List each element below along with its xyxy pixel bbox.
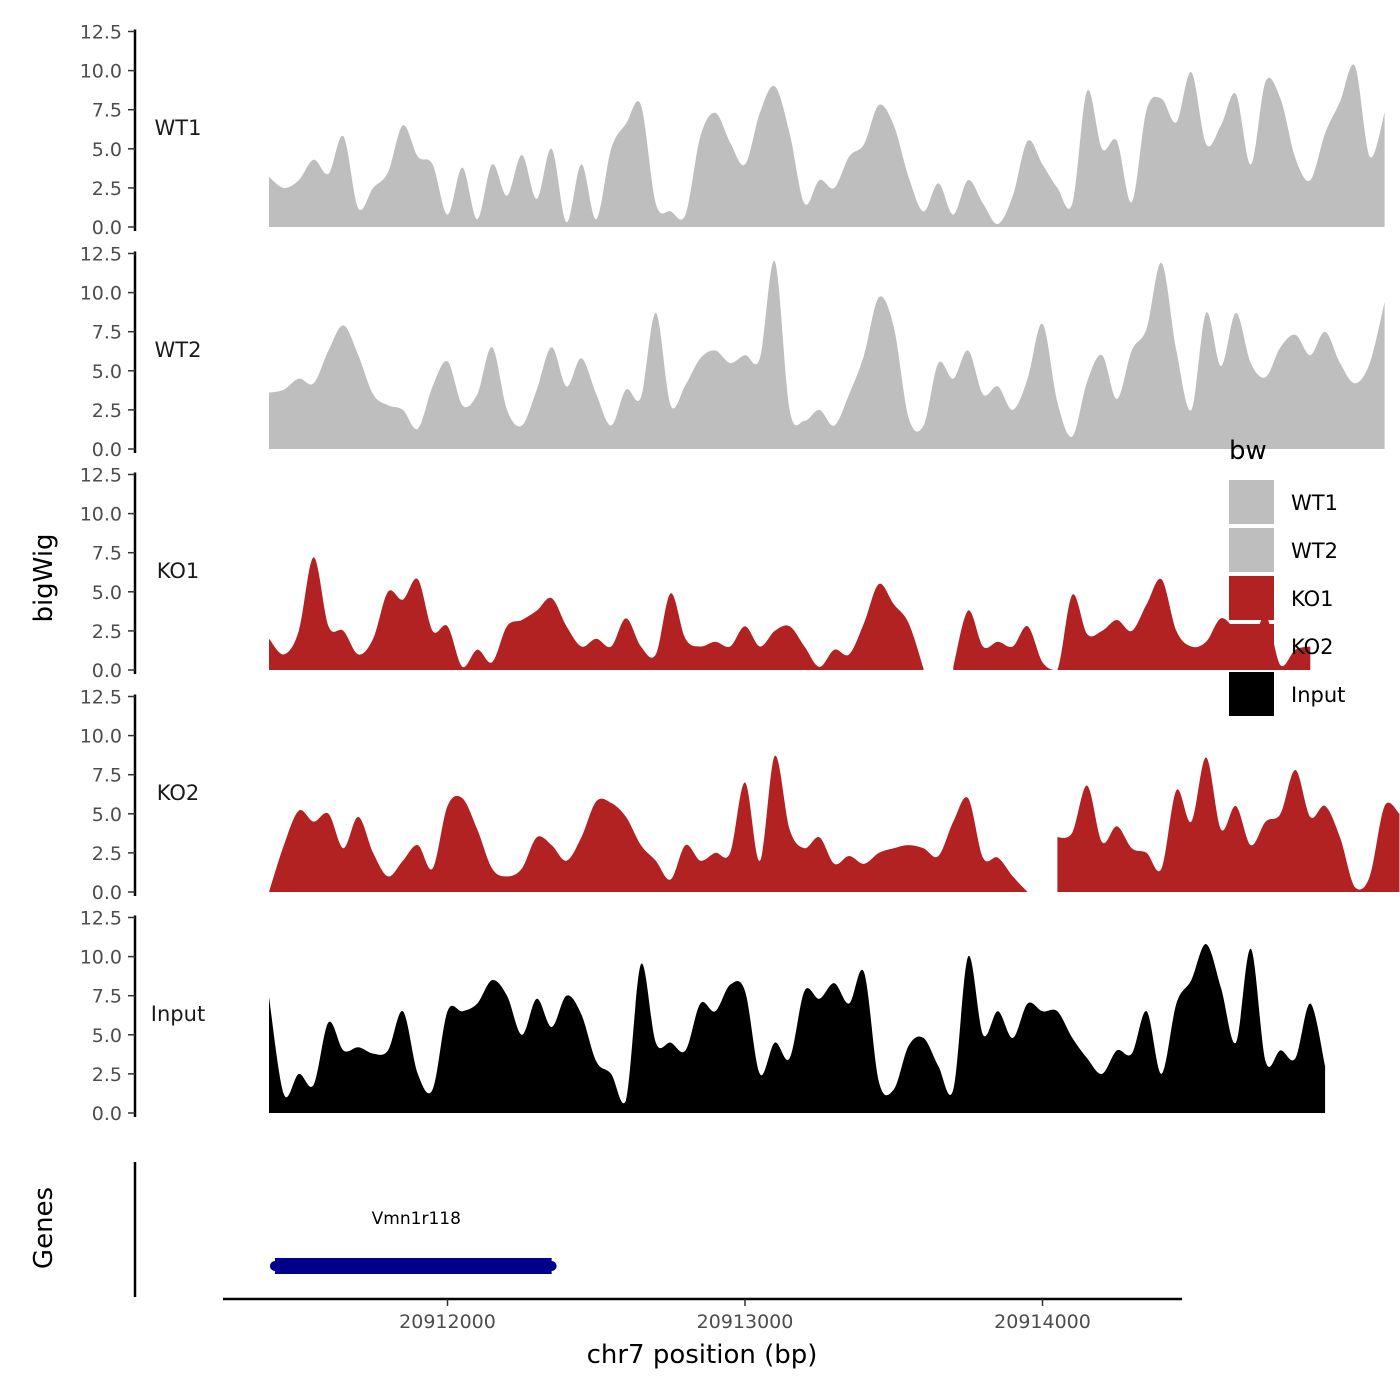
track-wt1-ytick-label: 5.0 (92, 139, 122, 161)
track-wt2-ytick-label: 5.0 (92, 361, 122, 383)
track-wt1-ytick-label: 0.0 (92, 217, 122, 239)
legend-title: bw (1229, 436, 1267, 466)
track-wt1-ytick-label: 12.5 (80, 22, 122, 44)
legend-label-wt2: WT2 (1291, 539, 1338, 563)
track-ko2-area (269, 755, 1028, 892)
track-ko2-label: KO2 (157, 781, 200, 805)
track-ko2-ytick-label: 10.0 (80, 726, 122, 748)
track-input: 0.0 2.5 5.0 7.5 10.0 12.5 Input (80, 908, 1326, 1125)
track-ko2-ytick-label: 12.5 (80, 687, 122, 709)
track-ko1-area (269, 557, 924, 670)
track-wt2-area (269, 260, 1385, 449)
x-tick-label: 20914000 (994, 1311, 1091, 1333)
track-ko1: 0.0 2.5 5.0 7.5 10.0 12.5 KO1 (80, 465, 1311, 682)
legend-swatch-ko1 (1229, 576, 1274, 620)
legend-label-ko2: KO2 (1291, 635, 1334, 659)
track-wt2-ytick-label: 7.5 (92, 322, 122, 344)
track-ko1-label: KO1 (157, 559, 200, 583)
legend-label-wt1: WT1 (1291, 491, 1338, 515)
track-ko1-ytick-label: 10.0 (80, 504, 122, 526)
track-wt2-label: WT2 (155, 338, 202, 362)
track-input-ytick-label: 5.0 (92, 1025, 122, 1047)
legend-swatch-ko2 (1229, 624, 1274, 668)
track-input-ytick-label: 10.0 (80, 947, 122, 969)
track-input-ytick-label: 7.5 (92, 986, 122, 1008)
genes-panel: Genes Vmn1r118 (29, 1162, 557, 1297)
track-ko2-ytick-label: 0.0 (92, 882, 122, 904)
x-tick-label: 20913000 (697, 1311, 794, 1333)
legend-label-ko1: KO1 (1291, 587, 1334, 611)
track-wt1-ytick-label: 10.0 (80, 61, 122, 83)
track-wt2: 0.0 2.5 5.0 7.5 10.0 12.5 WT2 (80, 244, 1385, 461)
track-ko1-ytick-label: 7.5 (92, 543, 122, 565)
legend-swatch-input (1229, 672, 1274, 716)
track-wt1-ytick-label: 7.5 (92, 100, 122, 122)
track-input-area (269, 944, 1326, 1113)
x-tick-label: 20912000 (399, 1311, 496, 1333)
genes-label: Genes (29, 1187, 59, 1269)
gene-label: Vmn1r118 (372, 1209, 461, 1229)
legend: bw WT1 WT2 KO1 KO2 Input (1229, 436, 1345, 716)
track-ko2-ytick-label: 2.5 (92, 843, 122, 865)
x-axis-title: chr7 position (bp) (587, 1340, 818, 1370)
track-input-ytick-label: 0.0 (92, 1103, 122, 1125)
legend-label-input: Input (1291, 683, 1345, 707)
gene-body (274, 1258, 552, 1274)
track-ko1-ytick-label: 12.5 (80, 465, 122, 487)
legend-swatch-wt2 (1229, 528, 1274, 572)
gene-start-marker (269, 1261, 280, 1271)
track-wt1: 0.0 2.5 5.0 7.5 10.0 12.5 WT1 (80, 22, 1385, 239)
track-ko1-area (953, 578, 1311, 670)
gene-end-marker (546, 1261, 557, 1271)
track-wt2-ytick-label: 2.5 (92, 400, 122, 422)
track-input-ytick-label: 2.5 (92, 1064, 122, 1086)
track-ko2-ytick-label: 7.5 (92, 765, 122, 787)
x-axis: chr7 position (bp) 20912000 20913000 20914… (223, 1297, 1182, 1370)
track-ko2: 0.0 2.5 5.0 7.5 10.0 12.5 KO2 (80, 687, 1400, 904)
track-wt2-ytick-label: 12.5 (80, 244, 122, 266)
track-wt1-ytick-label: 2.5 (92, 178, 122, 200)
y-axis-title: bigWig (29, 533, 59, 622)
track-wt1-area (269, 64, 1385, 227)
track-input-label: Input (151, 1002, 205, 1026)
track-ko1-ytick-label: 0.0 (92, 660, 122, 682)
legend-swatch-wt1 (1229, 480, 1274, 524)
track-wt2-ytick-label: 10.0 (80, 283, 122, 305)
track-wt2-ytick-label: 0.0 (92, 439, 122, 461)
track-input-ytick-label: 12.5 (80, 908, 122, 930)
track-ko2-area (1057, 757, 1400, 892)
track-ko1-ytick-label: 5.0 (92, 582, 122, 604)
track-ko2-ytick-label: 5.0 (92, 804, 122, 826)
track-wt1-label: WT1 (155, 116, 202, 140)
tracks: 0.0 2.5 5.0 7.5 10.0 12.5 WT1 0.0 2.5 5.0 7.5 10.0 1… (80, 22, 1400, 1125)
track-ko1-ytick-label: 2.5 (92, 621, 122, 643)
